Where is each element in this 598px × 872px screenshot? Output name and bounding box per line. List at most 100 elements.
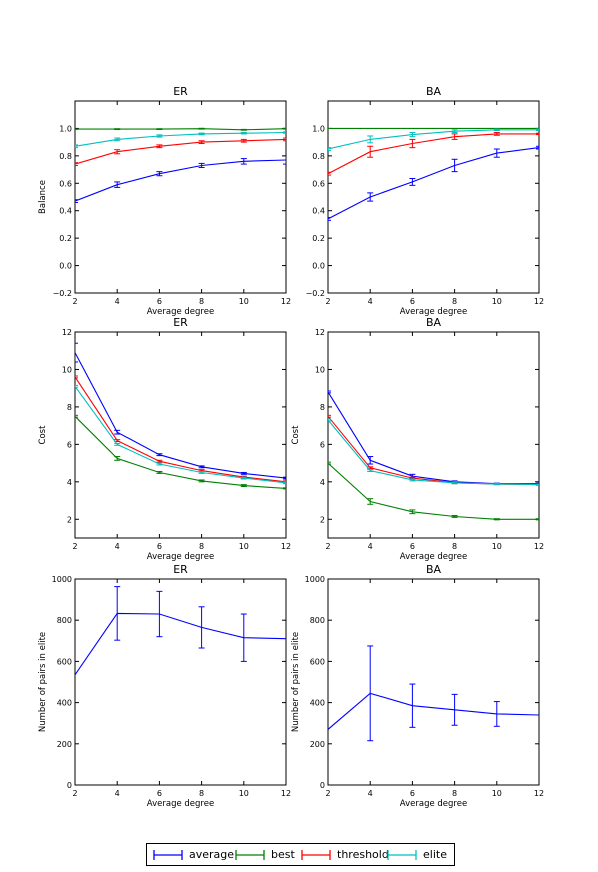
y-tick-label: 1.0 [312, 124, 325, 133]
x-tick-label: 4 [368, 542, 373, 551]
series-line-average [328, 147, 539, 220]
y-axis-label: Cost [38, 425, 48, 445]
chart-panel-2: ER 2 4 6 8 10 12 2 4 6 8 10 12 Average degree Cost [38, 316, 291, 562]
y-axis-label: Cost [291, 425, 301, 445]
x-tick-label: 6 [410, 297, 415, 306]
x-tick-label: 4 [115, 789, 120, 798]
legend-item-threshold: threshold [301, 844, 389, 865]
x-tick-label: 12 [534, 297, 544, 306]
y-tick-label: 12 [62, 328, 72, 337]
y-tick-label: 2 [67, 515, 72, 524]
series-group [328, 127, 539, 221]
x-tick-label: 2 [325, 297, 330, 306]
x-tick-label: 2 [325, 542, 330, 551]
plot-frame [74, 331, 287, 539]
x-axis-label: Average degree [400, 799, 467, 809]
y-axis-label: Balance [38, 180, 48, 214]
series-line-elite [328, 419, 539, 486]
x-tick-label: 2 [72, 789, 77, 798]
chart-title: ER [173, 316, 188, 329]
chart-title: ER [173, 85, 188, 98]
x-tick-label: 2 [325, 789, 330, 798]
x-tick-label: 6 [157, 297, 162, 306]
legend-swatch-best [235, 849, 265, 860]
y-tick-label: 400 [310, 699, 325, 708]
x-axis-label: Average degree [400, 307, 467, 317]
y-tick-label: 8 [320, 403, 325, 412]
y-tick-label: 0.8 [59, 152, 72, 161]
x-tick-label: 2 [72, 542, 77, 551]
legend-label-elite: elite [423, 848, 447, 861]
y-tick-label: 0.4 [59, 207, 72, 216]
legend-item-average: average [153, 844, 234, 865]
y-tick-label: 0.6 [59, 179, 72, 188]
x-axis-label: Average degree [400, 552, 467, 562]
y-tick-label: 0.0 [312, 262, 325, 271]
x-tick-label: 10 [492, 542, 502, 551]
y-tick-label: 6 [67, 440, 72, 449]
series-line-best [75, 128, 286, 131]
y-axis-label: Number of pairs in elite [38, 632, 48, 732]
y-tick-label: 600 [310, 657, 325, 666]
plot-frame [327, 100, 540, 294]
series-group [75, 127, 286, 203]
legend-swatch-average [153, 849, 183, 860]
y-tick-label: 800 [57, 616, 72, 625]
series-line-threshold [75, 376, 286, 483]
y-tick-label: 6 [320, 440, 325, 449]
y-tick-label: 8 [67, 403, 72, 412]
legend-item-elite: elite [387, 844, 447, 865]
plot-frame [327, 331, 540, 539]
x-tick-label: 12 [534, 542, 544, 551]
y-tick-label: 0.2 [59, 234, 72, 243]
y-tick-label: −0.2 [306, 289, 325, 298]
y-tick-label: 10 [315, 365, 325, 374]
y-tick-label: 1000 [52, 575, 72, 584]
x-tick-label: 10 [492, 297, 502, 306]
x-tick-label: 6 [157, 542, 162, 551]
y-tick-label: 10 [62, 365, 72, 374]
y-tick-label: 0.0 [59, 262, 72, 271]
series-line-threshold [75, 138, 286, 165]
x-tick-label: 8 [199, 297, 204, 306]
series-group [328, 390, 539, 521]
legend-label-average: average [189, 848, 235, 861]
x-tick-label: 6 [410, 542, 415, 551]
y-tick-label: 4 [67, 478, 72, 487]
chart-panel-0: ER 2 4 6 8 10 12 −0.2 0.0 0.2 0.4 0.6 0.8 1.0 Average … [38, 85, 291, 317]
legend-swatch-threshold [301, 849, 331, 860]
x-tick-label: 10 [239, 542, 249, 551]
y-tick-label: 0.6 [312, 179, 325, 188]
legend-label-best: best [271, 848, 295, 861]
series-line-average [328, 692, 539, 730]
y-tick-label: 1000 [305, 575, 325, 584]
x-tick-label: 4 [368, 789, 373, 798]
plot-frame [327, 578, 540, 786]
series-line-average [75, 612, 286, 676]
y-tick-label: 0.8 [312, 152, 325, 161]
legend: average best threshold elite [146, 843, 455, 866]
y-tick-label: 400 [57, 699, 72, 708]
chart-title: BA [426, 316, 442, 329]
chart-title: ER [173, 563, 188, 576]
series-group [75, 342, 286, 490]
y-tick-label: 0 [67, 781, 72, 790]
series-line-elite [75, 131, 286, 147]
chart-title: BA [426, 85, 442, 98]
plot-frame [74, 578, 287, 786]
x-tick-label: 6 [157, 789, 162, 798]
series-line-average [75, 159, 286, 202]
x-tick-label: 10 [492, 789, 502, 798]
x-tick-label: 10 [239, 297, 249, 306]
chart-title: BA [426, 563, 442, 576]
x-tick-label: 8 [199, 542, 204, 551]
legend-swatch-elite [387, 849, 417, 860]
y-tick-label: 0.4 [312, 207, 325, 216]
x-tick-label: 8 [452, 542, 457, 551]
series-line-best [328, 462, 539, 520]
x-tick-label: 2 [72, 297, 77, 306]
series-line-best [75, 415, 286, 489]
y-tick-label: −0.2 [53, 289, 72, 298]
series-line-average [328, 391, 539, 485]
